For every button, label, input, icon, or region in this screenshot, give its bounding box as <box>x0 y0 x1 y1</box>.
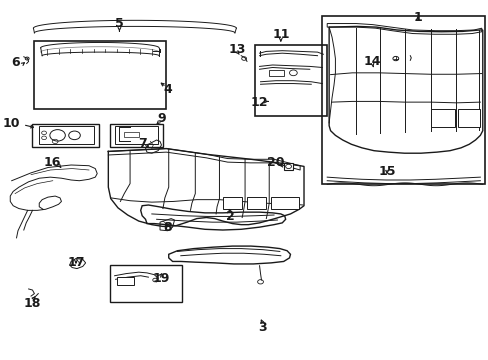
Text: 16: 16 <box>43 156 61 169</box>
Bar <box>322 17 484 184</box>
Text: 3: 3 <box>258 321 267 334</box>
Bar <box>32 123 99 147</box>
Text: 1: 1 <box>412 11 421 24</box>
Text: 14: 14 <box>363 55 381 68</box>
Text: 18: 18 <box>24 297 41 310</box>
Text: 2: 2 <box>226 210 234 223</box>
Text: 20: 20 <box>266 156 284 169</box>
Text: 4: 4 <box>163 84 172 96</box>
Text: 17: 17 <box>67 256 84 269</box>
Bar <box>124 132 139 137</box>
Text: 15: 15 <box>378 165 395 177</box>
Text: 12: 12 <box>250 96 268 109</box>
Text: 5: 5 <box>115 17 123 30</box>
Bar <box>271 197 299 208</box>
Text: 7: 7 <box>138 137 146 150</box>
Text: 13: 13 <box>228 43 245 56</box>
Bar <box>254 45 326 116</box>
Bar <box>34 41 166 109</box>
Bar <box>430 109 454 127</box>
Bar <box>246 197 266 208</box>
Bar <box>283 163 293 170</box>
Text: 19: 19 <box>152 272 170 285</box>
Bar <box>223 197 242 208</box>
Bar <box>110 123 163 147</box>
Text: 11: 11 <box>271 28 289 41</box>
Text: 8: 8 <box>163 221 172 234</box>
Bar <box>269 70 283 76</box>
Bar <box>110 265 182 302</box>
Bar <box>457 109 479 127</box>
Bar <box>116 277 134 285</box>
Text: 6: 6 <box>11 56 20 69</box>
Text: 9: 9 <box>157 112 165 125</box>
Text: 10: 10 <box>3 117 20 130</box>
